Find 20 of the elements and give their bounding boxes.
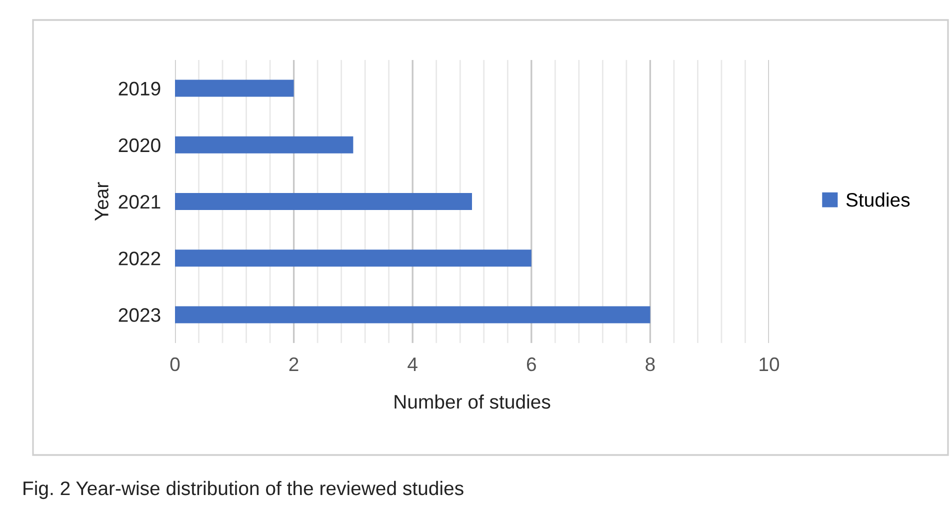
x-tick-label: 0 xyxy=(170,357,180,372)
caption: Fig. 2 Year-wise distribution of the reviewed studies xyxy=(24,480,464,500)
bar xyxy=(175,80,294,97)
bar xyxy=(175,306,650,324)
x-axis-title: Number of studies xyxy=(394,394,550,409)
x-tick-label: 6 xyxy=(526,357,536,372)
x-tick-label: 2 xyxy=(289,357,298,371)
x-tick-label: 8 xyxy=(646,357,655,372)
x-tick-label: 4 xyxy=(408,358,418,371)
y-tick-label: 2022 xyxy=(118,252,160,266)
x-tick-label: 10 xyxy=(760,357,780,372)
bar xyxy=(175,136,354,154)
y-tick-label: 2019 xyxy=(118,82,160,96)
y-tick-label: 2020 xyxy=(118,138,160,152)
bar xyxy=(175,193,472,210)
y-tick-label: 2021 xyxy=(118,194,160,209)
bar xyxy=(175,250,532,267)
legend-label: Studies xyxy=(846,192,910,207)
y-axis-title: Year xyxy=(94,182,108,221)
y-tick-label: 2023 xyxy=(118,308,160,322)
